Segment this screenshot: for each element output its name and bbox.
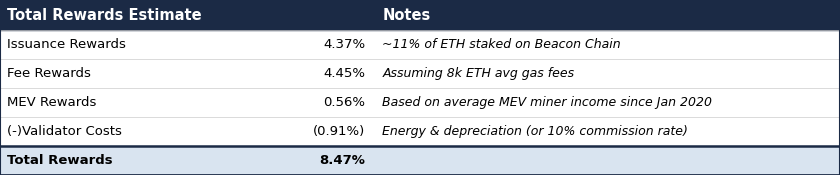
Text: (-)Validator Costs: (-)Validator Costs — [7, 125, 122, 138]
Bar — [0, 88, 840, 117]
Bar — [0, 0, 840, 30]
Bar — [0, 30, 840, 59]
Bar — [0, 59, 840, 88]
Text: MEV Rewards: MEV Rewards — [7, 96, 96, 109]
Text: (0.91%): (0.91%) — [313, 125, 365, 138]
Text: 8.47%: 8.47% — [319, 154, 365, 167]
Text: 0.56%: 0.56% — [323, 96, 365, 109]
Text: Fee Rewards: Fee Rewards — [7, 67, 91, 80]
Text: 4.45%: 4.45% — [323, 67, 365, 80]
Text: ~11% of ETH staked on Beacon Chain: ~11% of ETH staked on Beacon Chain — [382, 38, 621, 51]
Text: Energy & depreciation (or 10% commission rate): Energy & depreciation (or 10% commission… — [382, 125, 688, 138]
Text: Total Rewards: Total Rewards — [7, 154, 113, 167]
Text: Based on average MEV miner income since Jan 2020: Based on average MEV miner income since … — [382, 96, 712, 109]
Bar — [0, 117, 840, 146]
Bar — [0, 146, 840, 175]
Text: 4.37%: 4.37% — [323, 38, 365, 51]
Text: Assuming 8k ETH avg gas fees: Assuming 8k ETH avg gas fees — [382, 67, 575, 80]
Text: Notes: Notes — [382, 8, 430, 23]
Text: Issuance Rewards: Issuance Rewards — [7, 38, 126, 51]
Text: Total Rewards Estimate: Total Rewards Estimate — [7, 8, 202, 23]
